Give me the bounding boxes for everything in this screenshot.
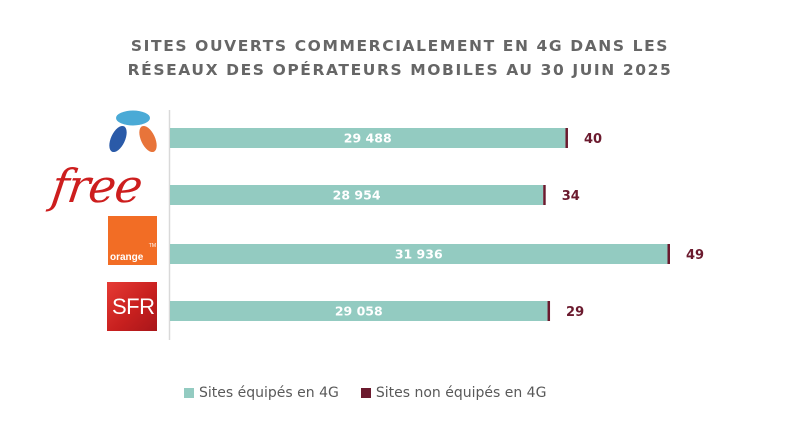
bouygues-logo-icon [109,110,157,153]
data-label-equipped-3: 29 058 [335,304,383,319]
bar-not-equipped-2 [667,244,670,264]
bar-equipped-1 [170,185,544,205]
bouygues-logo-top-shape [116,110,150,126]
chart-title-line-1: SITES OUVERTS COMMERCIALEMENT EN 4G DANS… [130,37,670,55]
data-label-equipped-1: 28 954 [333,188,381,203]
orange-logo-text: orange [110,252,144,263]
sfr-logo-text: SFR [112,294,155,319]
legend-item-equipped: Sites équipés en 4G [184,385,339,401]
bar-not-equipped-0 [565,128,568,148]
legend-swatch-equipped [184,388,194,398]
data-label-not-equipped-1: 34 [562,189,580,204]
data-label-equipped-0: 29 488 [344,131,392,146]
data-label-not-equipped-2: 49 [686,248,704,263]
bar-not-equipped-1 [543,185,546,205]
bar-equipped-3 [170,301,548,321]
data-label-not-equipped-0: 40 [584,132,602,147]
legend-item-not-equipped: Sites non équipés en 4G [360,385,547,401]
bar-not-equipped-3 [547,301,551,321]
chart-title-line-2: RÉSEAUX DES OPÉRATEURS MOBILES AU 30 JUI… [127,61,673,79]
orange-logo-tm: TM [148,243,156,249]
orange-logo-icon: TM orange [108,216,157,265]
data-label-equipped-2: 31 936 [395,247,443,262]
bar-equipped-2 [170,244,668,264]
chart-title: SITES OUVERTS COMMERCIALEMENT EN 4G DANS… [0,34,800,82]
legend-label-equipped: Sites équipés en 4G [199,385,339,401]
legend-label-not-equipped: Sites non équipés en 4G [375,385,547,401]
data-label-not-equipped-3: 29 [566,305,584,320]
bouygues-logo-left-shape [109,125,127,153]
legend-swatch-not-equipped [360,388,371,398]
sfr-logo-icon: SFR [107,282,157,331]
bouygues-logo-right-shape [139,125,157,153]
bar-equipped-0 [170,128,566,148]
chart-legend: Sites équipés en 4G Sites non équipés en… [184,385,568,401]
